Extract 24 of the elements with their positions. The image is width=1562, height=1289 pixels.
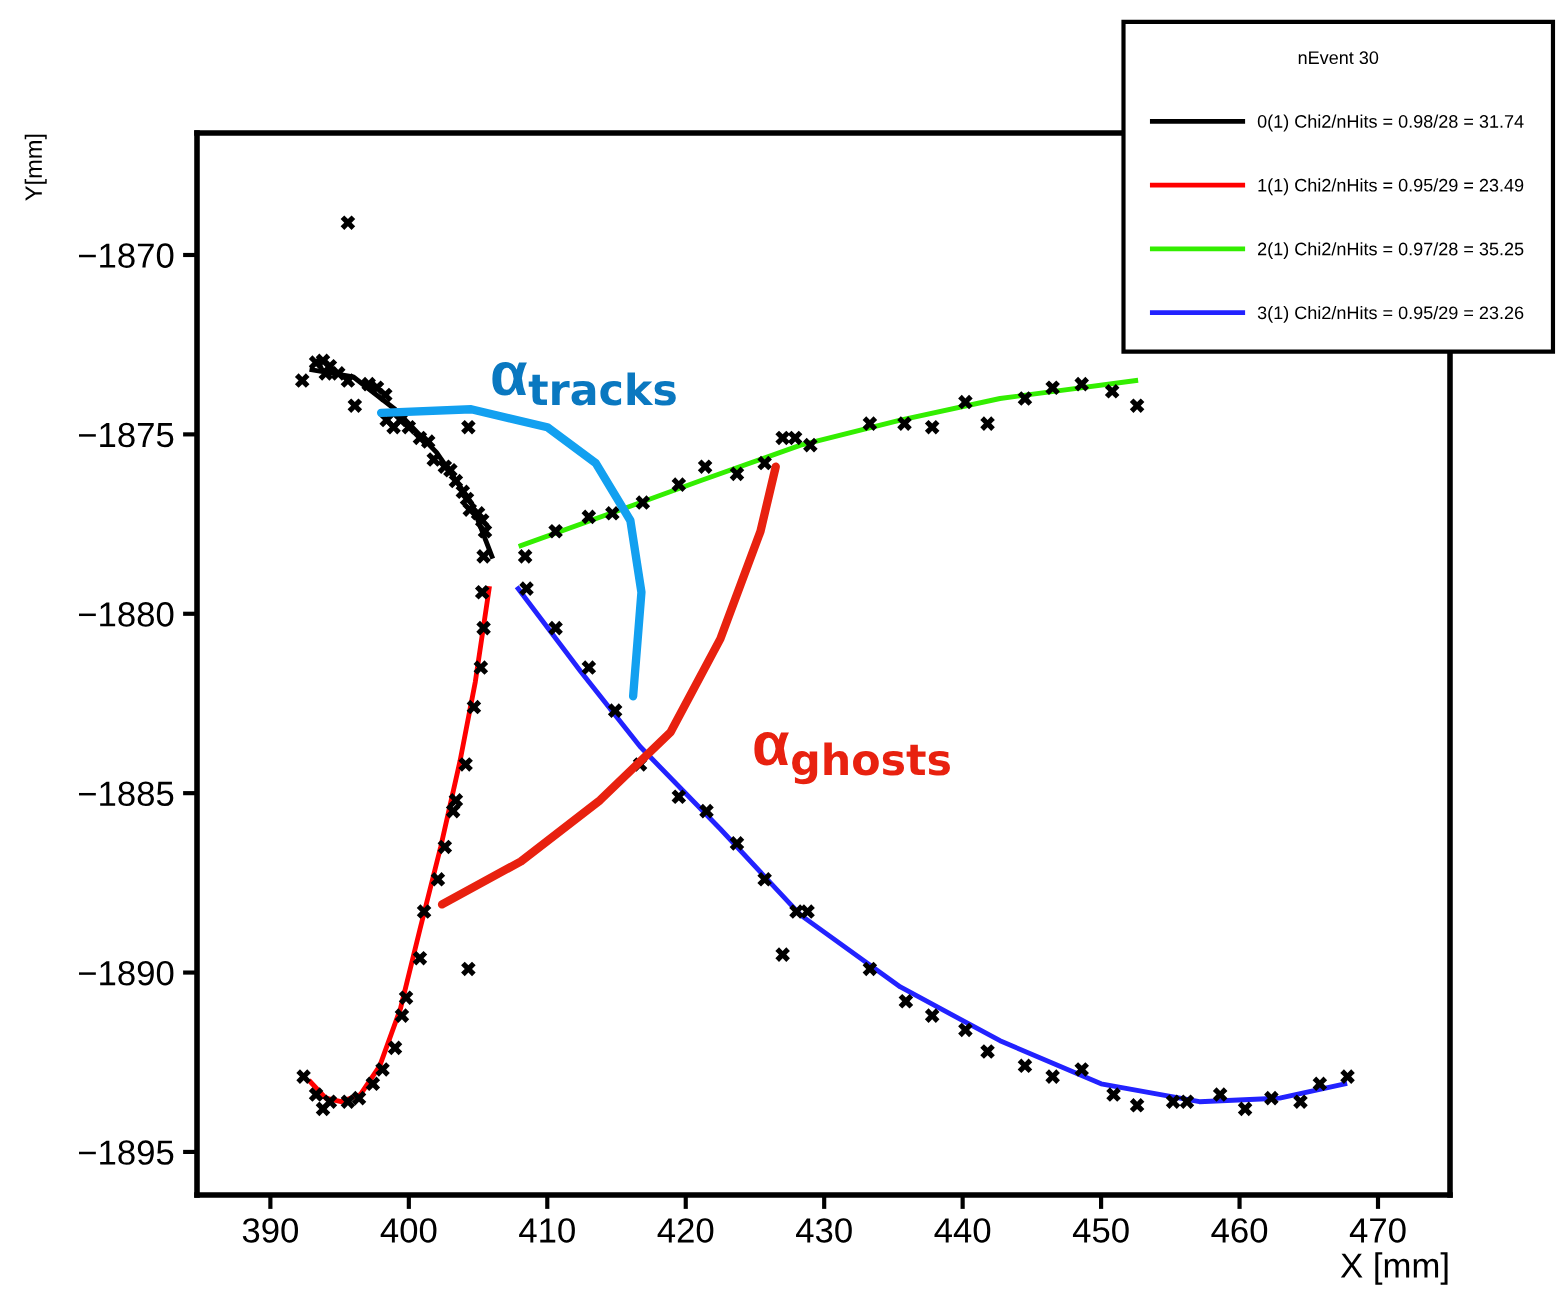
x-axis-title: X [mm] xyxy=(1340,1252,1448,1285)
y-tick-label: −1880 xyxy=(78,602,174,627)
x-tick-label: 440 xyxy=(934,1218,991,1243)
x-tick-label: 430 xyxy=(796,1218,852,1243)
y-axis-title: Y[mm] xyxy=(24,134,47,201)
annotation: α$_{ghosts}$ xyxy=(754,732,950,785)
x-tick-label: 410 xyxy=(519,1218,575,1243)
annotation: α$_{tracks}$ xyxy=(492,362,676,406)
y-tick-label: −1885 xyxy=(78,781,174,807)
y-tick-label: −1895 xyxy=(78,1140,174,1165)
x-tick-label: 400 xyxy=(380,1218,437,1243)
x-tick-label: 470 xyxy=(1349,1218,1406,1243)
y-tick-label: −1890 xyxy=(78,960,174,986)
x-tick-label: 450 xyxy=(1072,1218,1129,1243)
legend-label: 1(1) Chi2/nHits = 0.95/29 = 23.49 xyxy=(1258,178,1524,196)
x-tick-label: 420 xyxy=(657,1218,714,1243)
legend-title: nEvent 30 xyxy=(1298,51,1379,65)
legend-label: 2(1) Chi2/nHits = 0.97/28 = 35.25 xyxy=(1258,242,1524,259)
x-tick-label: 460 xyxy=(1211,1218,1268,1243)
legend-label: 0(1) Chi2/nHits = 0.98/28 = 31.74 xyxy=(1257,114,1524,132)
y-tick-label: −1870 xyxy=(78,243,174,268)
x-tick-label: 390 xyxy=(242,1218,298,1243)
y-tick-label: −1875 xyxy=(78,422,174,448)
legend-label: 3(1) Chi2/nHits = 0.95/29 = 23.26 xyxy=(1257,305,1524,323)
